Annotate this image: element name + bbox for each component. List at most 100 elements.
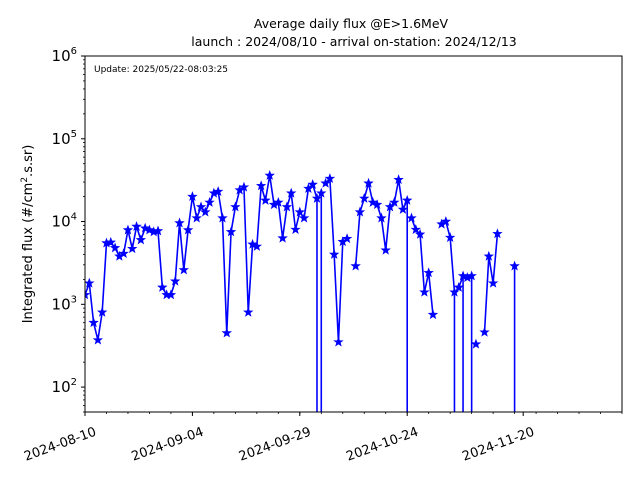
data-point — [320, 177, 331, 188]
y-tick-label: 103 — [52, 294, 77, 313]
plot-area — [85, 170, 520, 412]
data-point — [449, 286, 460, 297]
data-point — [225, 226, 237, 237]
data-point — [152, 225, 164, 236]
data-point — [178, 264, 189, 275]
data-point — [483, 250, 495, 261]
data-point — [251, 241, 263, 251]
data-point — [174, 217, 185, 228]
data-point — [92, 334, 104, 345]
y-axis-ticks: 102 103 104 105 106 — [52, 46, 85, 413]
data-point — [397, 203, 409, 214]
data-point — [427, 309, 439, 320]
data-point — [109, 242, 121, 253]
data-point — [127, 243, 138, 254]
data-point — [187, 191, 198, 202]
data-point — [122, 224, 134, 235]
data-point — [470, 338, 482, 349]
x-axis-ticks: 2024-08-10 2024-09-04 2024-09-29 2024-10-24… — [22, 412, 623, 465]
x-tick-label: 2024-09-04 — [130, 425, 206, 465]
data-point — [444, 232, 456, 243]
data-point — [144, 224, 155, 235]
update-annotation: Update: 2025/05/22-08:03:25 — [94, 65, 228, 75]
data-point — [195, 201, 207, 212]
data-point — [492, 228, 503, 239]
data-point — [354, 206, 366, 217]
data-point — [376, 212, 387, 223]
data-point — [260, 194, 271, 205]
data-point — [243, 306, 254, 317]
x-tick-label: 2024-09-29 — [237, 425, 313, 465]
y-tick-label: 105 — [52, 129, 77, 148]
data-point — [85, 289, 91, 300]
data-point — [165, 289, 177, 300]
data-point — [333, 336, 344, 347]
data-point — [307, 179, 318, 189]
data-point — [264, 170, 275, 180]
data-point — [311, 193, 323, 203]
data-point — [487, 277, 499, 288]
data-point — [200, 206, 211, 217]
data-point — [440, 216, 452, 226]
data-point — [371, 199, 383, 210]
chart-title: Average daily flux @E>1.6MeV — [254, 16, 449, 31]
data-point — [393, 174, 404, 185]
data-point — [389, 197, 400, 207]
x-tick-label: 2024-08-10 — [22, 425, 98, 465]
data-point — [182, 224, 194, 235]
y-axis-label-prefix: Integrated flux (#/cm — [21, 183, 36, 324]
data-point — [363, 177, 374, 188]
data-point — [294, 206, 305, 217]
y-tick-label: 104 — [52, 212, 77, 231]
data-point — [350, 260, 361, 271]
plot-frame — [84, 55, 623, 413]
data-point — [328, 249, 340, 259]
data-point — [230, 201, 241, 212]
data-point — [170, 275, 181, 286]
data-point — [457, 270, 469, 281]
data-point — [135, 234, 147, 245]
data-point — [255, 180, 267, 191]
data-point — [509, 260, 520, 271]
data-point — [453, 281, 464, 292]
data-point — [217, 212, 228, 223]
data-point — [414, 228, 426, 239]
data-point — [406, 212, 417, 223]
y-tick-label: 106 — [52, 46, 77, 65]
data-point — [290, 224, 301, 234]
data-point — [131, 221, 142, 231]
data-point — [466, 270, 477, 281]
data-point — [423, 267, 434, 278]
data-point — [367, 197, 379, 207]
data-point — [118, 248, 129, 259]
data-point — [316, 187, 327, 198]
data-point — [221, 327, 232, 338]
y-axis-label: Integrated flux (#/cm2.s.sr) — [20, 145, 36, 324]
data-point — [247, 238, 258, 249]
data-point — [359, 193, 370, 203]
data-point — [88, 317, 99, 328]
flux-markers — [85, 170, 520, 349]
chart-subtitle: launch : 2024/08/10 - arrival on-station… — [191, 34, 516, 49]
data-point — [479, 326, 490, 337]
data-point — [286, 187, 297, 198]
y-axis-label-sup: 2 — [20, 177, 30, 183]
data-point — [341, 233, 353, 244]
data-point — [277, 232, 288, 243]
flux-series-line — [85, 174, 499, 412]
data-point — [212, 186, 224, 197]
data-point — [238, 181, 250, 192]
data-point — [139, 222, 151, 233]
data-point — [419, 286, 430, 297]
y-axis-label-suffix: .s.sr) — [21, 145, 36, 177]
x-tick-label: 2024-11-20 — [460, 425, 536, 465]
data-point — [157, 281, 168, 292]
data-point — [281, 201, 293, 212]
data-point — [298, 212, 310, 223]
y-tick-label: 102 — [52, 377, 77, 396]
data-point — [96, 306, 108, 317]
data-point — [273, 197, 284, 207]
series-group — [85, 170, 520, 412]
data-point — [384, 201, 396, 212]
